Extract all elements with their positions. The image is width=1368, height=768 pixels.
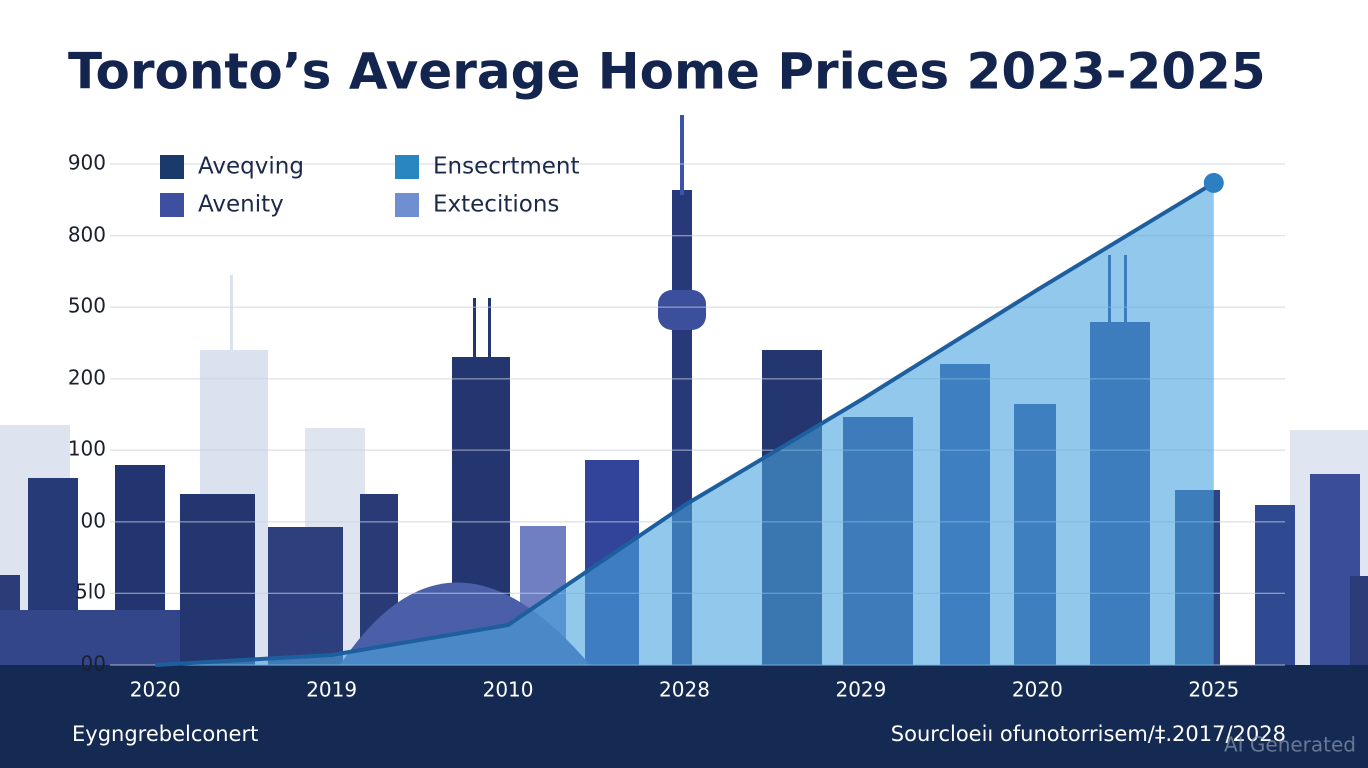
y-tick-label: 5l0 — [75, 580, 106, 604]
legend-label: Avenity — [198, 192, 284, 218]
legend-swatch — [160, 155, 184, 179]
y-tick-label: 00 — [81, 652, 106, 676]
chart-title: Toronto’s Average Home Prices 2023-2025 — [68, 43, 1266, 101]
watermark: AI Generated — [1224, 733, 1356, 757]
end-point — [1203, 172, 1224, 193]
y-tick-label: 100 — [68, 437, 106, 461]
x-tick-label: 2025 — [1188, 678, 1239, 702]
x-tick-label: 2010 — [483, 678, 534, 702]
y-tick-label: 500 — [68, 294, 106, 318]
legend-label: Extecitions — [433, 192, 559, 218]
y-tick-label: 200 — [68, 365, 106, 389]
x-tick-label: 2020 — [1012, 678, 1063, 702]
x-tick-label: 2029 — [835, 678, 886, 702]
y-tick-label: 00 — [81, 508, 106, 532]
legend-swatch — [395, 155, 419, 179]
axis-band — [0, 665, 1368, 768]
x-tick-label: 2028 — [659, 678, 710, 702]
legend-label: Aveqving — [198, 154, 304, 180]
legend-swatch — [395, 193, 419, 217]
legend-swatch — [160, 193, 184, 217]
y-tick-label: 900 — [68, 151, 106, 175]
x-tick-label: 2019 — [306, 678, 357, 702]
x-tick-label: 2020 — [130, 678, 181, 702]
footer-right: Sourcloeiı ofunotorrisem/‡.2017/2028 — [891, 722, 1286, 746]
legend-label: Ensecrtment — [433, 154, 580, 180]
footer-left: Eygngrebelconert — [72, 722, 258, 746]
y-tick-label: 800 — [68, 222, 106, 246]
line — [155, 181, 1215, 667]
area — [155, 182, 1214, 665]
